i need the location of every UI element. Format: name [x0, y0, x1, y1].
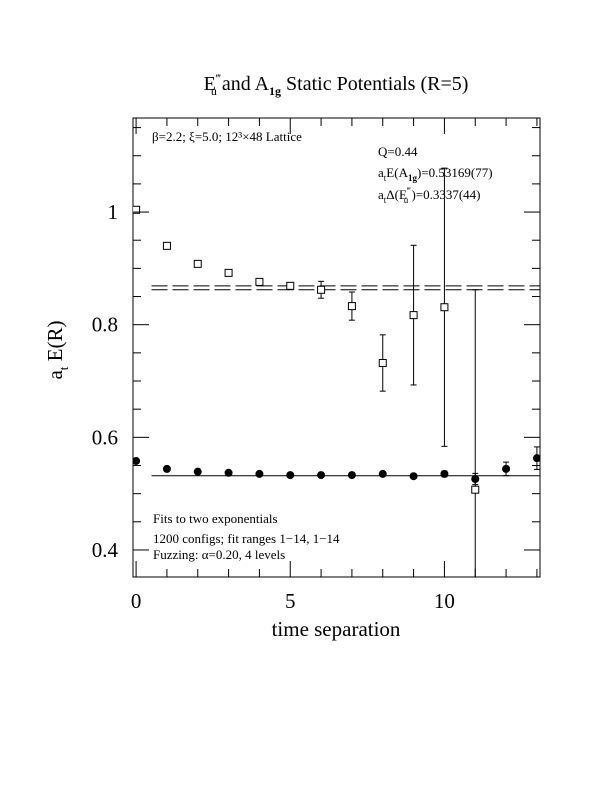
data-point: [224, 468, 233, 477]
data-point: [193, 259, 202, 268]
data-point: [317, 471, 326, 480]
data-point: [162, 464, 171, 473]
annotation-part: E(A: [386, 165, 408, 180]
data-point: [409, 311, 418, 320]
annotation-part: u: [404, 195, 409, 205]
annotation: atΔ(E‴ u )=0.3337(44): [378, 186, 481, 205]
y-tick-label: 0.6: [92, 425, 118, 449]
data-point: [471, 475, 480, 484]
ylabel-part: E(R): [43, 320, 67, 366]
annotation: Q=0.44: [378, 144, 418, 159]
data-point: [347, 471, 356, 480]
data-point: [317, 285, 326, 294]
data-point: [286, 471, 295, 480]
annotation: atE(A1g)=0.53169(77): [378, 165, 493, 183]
y-tick-label: 1: [108, 200, 119, 224]
data-point: [255, 469, 264, 478]
annotation-part: t: [384, 173, 387, 183]
data-point: [440, 303, 449, 312]
annotation-part: a: [378, 165, 384, 180]
data-point: [224, 268, 233, 277]
title-part: and A: [217, 73, 270, 95]
data-point: [532, 454, 540, 463]
annotation-part: Δ(E: [386, 187, 407, 202]
annotation: Fuzzing: α=0.20, 4 levels: [153, 547, 285, 562]
annotation-part: 1g: [408, 173, 418, 183]
data-point: [162, 241, 171, 250]
data-point: [502, 464, 511, 473]
x-tick-label: 5: [285, 589, 296, 613]
title-part: E: [204, 73, 216, 95]
data-point: [347, 302, 356, 311]
data-point: [378, 469, 387, 478]
x-axis-label: time separation: [272, 617, 401, 641]
plot-frame: [132, 117, 541, 578]
ylabel-part: t: [56, 366, 71, 370]
title-part: 1g: [269, 84, 281, 98]
data-point: [409, 472, 418, 481]
title-part: ‴: [216, 71, 221, 85]
annotation-part: )=0.53169(77): [417, 165, 493, 180]
data-point: [440, 469, 449, 478]
title-part: Static Potentials (R=5): [281, 73, 468, 95]
x-tick-label: 0: [131, 589, 142, 613]
annotation-part: t: [384, 195, 387, 205]
annotation-part: ‴: [407, 186, 411, 196]
title-part: u: [211, 84, 217, 98]
data-point: [286, 281, 295, 290]
ylabel-part: a: [43, 370, 67, 380]
data-point: [193, 467, 202, 476]
plot-area: [133, 167, 540, 577]
y-tick-label: 0.8: [92, 313, 118, 337]
data-point: [378, 358, 387, 367]
data-point: [255, 277, 264, 286]
chart-title: E‴ u and A1g Static Potentials (R=5): [204, 71, 469, 98]
x-tick-label: 10: [434, 589, 455, 613]
data-point: [133, 456, 141, 465]
y-tick-label: 0.4: [92, 538, 119, 562]
data-point: [133, 205, 141, 214]
annotation: 1200 configs; fit ranges 1−14, 1−14: [153, 531, 340, 546]
y-axis-label: at E(R): [43, 320, 71, 379]
annotation: β=2.2; ξ=5.0; 12³×48 Lattice: [152, 129, 302, 144]
annotation-part: a: [378, 187, 384, 202]
annotation: Fits to two exponentials: [153, 511, 278, 526]
data-point: [471, 485, 480, 494]
